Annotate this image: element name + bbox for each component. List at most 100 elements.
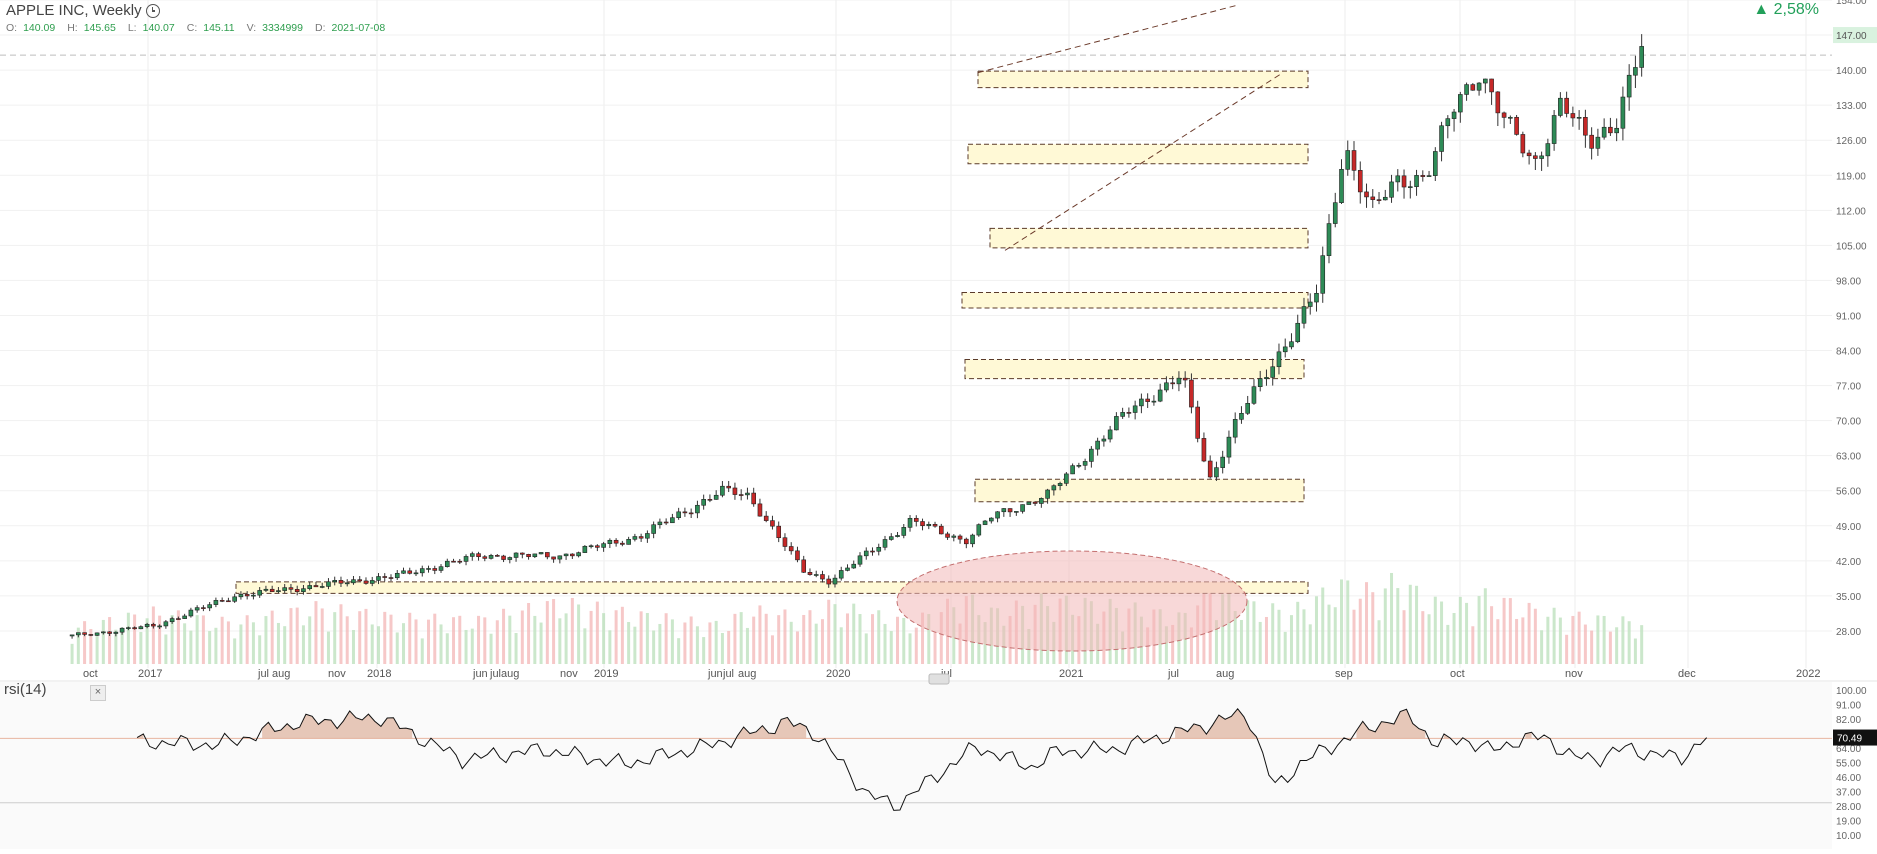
candle-body bbox=[276, 590, 281, 593]
volume-bar bbox=[351, 630, 355, 664]
candle-body bbox=[1558, 97, 1563, 116]
candle-body bbox=[369, 580, 375, 584]
candle-body bbox=[945, 533, 950, 538]
x-tick-label: aug bbox=[501, 668, 519, 680]
candle-body bbox=[1139, 398, 1144, 407]
volume-bar bbox=[495, 620, 499, 664]
candle-body bbox=[269, 588, 275, 593]
candle-body bbox=[1451, 111, 1457, 119]
volume-bar bbox=[452, 617, 456, 664]
candle-body bbox=[294, 589, 300, 593]
candle-body bbox=[1001, 508, 1007, 513]
candle-body bbox=[151, 623, 156, 627]
support-resistance-zone[interactable] bbox=[989, 227, 1309, 249]
volume-bar bbox=[1558, 617, 1562, 664]
volume-bar bbox=[1452, 613, 1456, 664]
y-tick-label: 119.00 bbox=[1836, 171, 1866, 182]
clock-icon[interactable] bbox=[145, 3, 160, 18]
volume-bar bbox=[445, 633, 449, 664]
volume-bar bbox=[264, 616, 268, 664]
candle-body bbox=[238, 594, 244, 598]
volume-bar bbox=[389, 614, 393, 664]
candle-body bbox=[257, 590, 262, 596]
candle-body bbox=[613, 539, 619, 544]
volume-bar bbox=[1433, 596, 1437, 664]
candle-body bbox=[620, 542, 625, 545]
candle-body bbox=[976, 524, 982, 536]
support-resistance-zone[interactable] bbox=[967, 143, 1309, 165]
y-tick-label: 91.00 bbox=[1836, 311, 1861, 322]
volume-bar bbox=[789, 621, 793, 664]
volume-bar bbox=[877, 610, 881, 664]
candle-body bbox=[1476, 82, 1482, 91]
volume-bar bbox=[514, 632, 518, 664]
volume-bar bbox=[1477, 596, 1481, 664]
volume-bar bbox=[1402, 610, 1406, 664]
highlight-ellipse[interactable] bbox=[896, 550, 1248, 652]
candle-body bbox=[376, 576, 381, 581]
rsi-y-tick-label: 64.00 bbox=[1836, 744, 1861, 755]
support-resistance-zone[interactable] bbox=[977, 70, 1309, 89]
volume-bar bbox=[1358, 598, 1362, 664]
chart-header: APPLE INC, Weekly O: 140.09 H: 145.65 L: 14… bbox=[6, 2, 391, 34]
rsi-close-button[interactable]: × bbox=[90, 685, 106, 701]
y-tick-label: 154.00 bbox=[1836, 0, 1867, 7]
candle-body bbox=[419, 568, 425, 574]
volume-bar bbox=[439, 624, 443, 664]
candle-body bbox=[876, 546, 882, 552]
volume-bar bbox=[889, 631, 893, 664]
volume-bar bbox=[1189, 627, 1193, 664]
volume-bar bbox=[133, 614, 137, 664]
upper-trendline[interactable] bbox=[977, 4, 1239, 74]
candle-body bbox=[645, 533, 650, 539]
x-tick-label: jun bbox=[707, 668, 723, 680]
volume-bar bbox=[239, 624, 243, 664]
volume-bar bbox=[1302, 609, 1306, 664]
candle-body bbox=[1339, 169, 1344, 203]
candle-body bbox=[219, 600, 225, 602]
scroll-handle[interactable] bbox=[928, 673, 950, 685]
rsi-overbought-fill bbox=[737, 717, 807, 739]
volume-bar bbox=[570, 597, 574, 664]
volume-bar bbox=[539, 622, 543, 664]
y-tick-label: 63.00 bbox=[1836, 452, 1861, 463]
volume-bar bbox=[1483, 588, 1487, 664]
support-resistance-zone[interactable] bbox=[961, 291, 1309, 309]
support-resistance-zone[interactable] bbox=[235, 581, 1309, 594]
x-tick-label: 2021 bbox=[1059, 668, 1083, 680]
candle-body bbox=[788, 546, 794, 552]
volume-bar bbox=[845, 613, 849, 664]
candle-body bbox=[1282, 346, 1288, 353]
volume-bar bbox=[533, 615, 537, 664]
volume-bar bbox=[364, 608, 368, 664]
candle-body bbox=[1226, 436, 1232, 458]
volume-bar bbox=[145, 618, 149, 664]
volume-bar bbox=[852, 603, 856, 664]
candle-body bbox=[1076, 465, 1082, 467]
support-resistance-zone[interactable] bbox=[964, 359, 1305, 380]
candle-body bbox=[438, 566, 444, 571]
volume-bar bbox=[958, 623, 962, 664]
candle-body bbox=[1583, 117, 1588, 136]
candle-body bbox=[1045, 489, 1050, 499]
x-tick-label: dec bbox=[1678, 668, 1696, 680]
support-resistance-zone[interactable] bbox=[974, 478, 1305, 503]
volume-value: 3334999 bbox=[262, 22, 303, 34]
candle-body bbox=[513, 552, 519, 558]
candle-body bbox=[301, 588, 306, 593]
volume-bar bbox=[408, 612, 412, 664]
candle-body bbox=[588, 545, 594, 548]
lower-trendline[interactable] bbox=[1004, 72, 1284, 251]
candle-body bbox=[288, 587, 294, 590]
candle-body bbox=[344, 582, 350, 585]
volume-bar bbox=[933, 631, 937, 664]
volume-bar bbox=[1440, 601, 1444, 664]
rsi-line[interactable] bbox=[136, 708, 1708, 811]
volume-bar bbox=[1508, 598, 1512, 664]
rsi-label: rsi(14) bbox=[4, 681, 47, 698]
volume-bar bbox=[758, 605, 762, 664]
volume-bar bbox=[1521, 617, 1525, 664]
candle-body bbox=[863, 550, 869, 557]
